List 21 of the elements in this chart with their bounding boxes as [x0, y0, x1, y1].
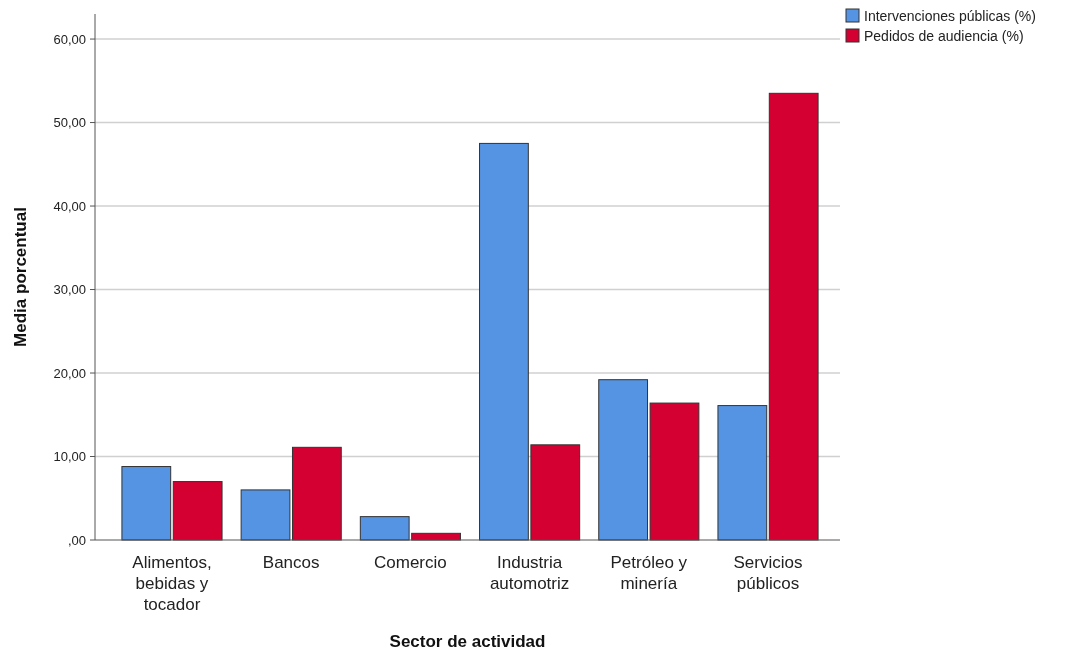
y-tick-label: 40,00	[53, 198, 86, 214]
legend-label: Pedidos de audiencia (%)	[864, 27, 1024, 44]
y-tick-label: 30,00	[53, 282, 86, 298]
x-tick-label: Petróleo y minería	[610, 553, 688, 593]
y-tick-label: 20,00	[53, 365, 86, 381]
y-tick-label: ,00	[67, 532, 86, 548]
x-tick-label: Alimentos, bebidas y tocador	[132, 553, 212, 614]
bar	[717, 405, 768, 541]
x-tick-label: Comercio	[374, 553, 447, 572]
x-axis-title: Sector de actividad	[389, 632, 546, 651]
y-tick-label: 10,00	[53, 449, 86, 465]
y-tick-label: 50,00	[53, 115, 86, 131]
x-tick-label: Servicios públicos	[733, 553, 803, 593]
bar	[172, 481, 223, 541]
y-axis-title: Media porcentual	[11, 207, 30, 347]
bar	[121, 466, 172, 541]
x-tick-label: Industria automotriz	[489, 553, 570, 593]
bar	[768, 92, 819, 541]
y-tick-label: 60,00	[53, 31, 86, 47]
legend-label: Intervenciones públicas (%)	[864, 7, 1036, 24]
x-tick-label: Bancos	[262, 553, 320, 572]
